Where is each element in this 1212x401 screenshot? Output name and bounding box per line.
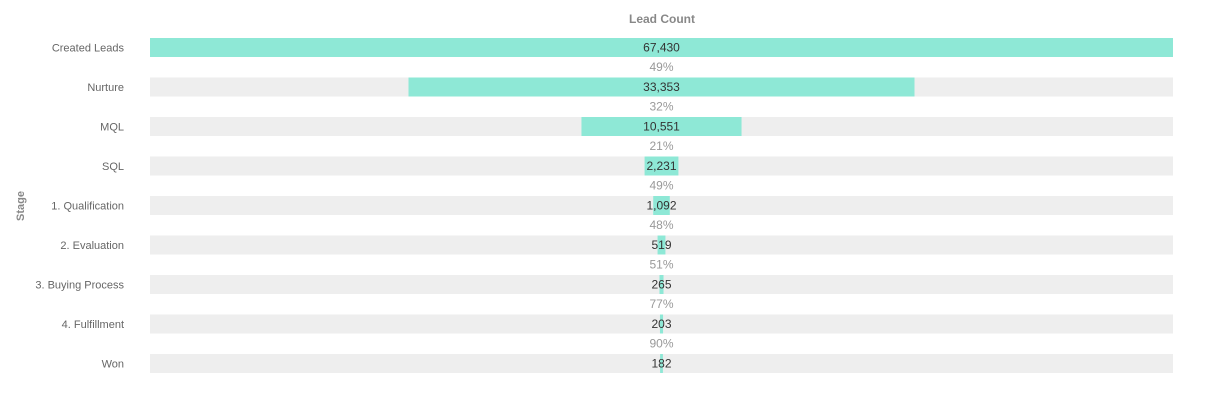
value-label-3: 2,231 [646,159,676,173]
bar-1[interactable] [408,77,915,97]
conversion-label-7: 90% [649,337,673,351]
conversion-label-2: 21% [649,139,673,153]
value-label-0: 67,430 [643,41,680,55]
conversion-label-6: 77% [649,297,673,311]
category-label-5: 2. Evaluation [60,240,124,252]
y-axis-label: Stage [15,191,27,221]
conversion-label-group: 49% 32% 21% 49% 48% 51% 77% 90% [649,60,673,351]
chart-title: Lead Count [629,12,695,26]
bar-0[interactable] [150,38,1173,57]
conversion-label-3: 49% [649,179,673,193]
conversion-label-0: 49% [649,60,673,74]
bar-2[interactable] [581,117,742,136]
value-label-8: 182 [651,357,671,371]
value-label-1: 33,353 [643,80,680,94]
bar-8[interactable] [660,354,663,373]
category-label-2: MQL [100,122,124,134]
bar-group [150,38,1173,373]
value-label-group: 67,430 33,353 10,551 2,231 1,092 519 265 203 182 [643,41,680,371]
category-label-group: Created Leads Nurture MQL SQL 1. Qualificati… [35,43,124,371]
category-label-1: Nurture [87,82,124,94]
value-label-5: 519 [651,238,671,252]
bar-4[interactable] [653,196,670,215]
category-label-7: 4. Fulfillment [62,319,124,331]
category-label-0: Created Leads [52,43,125,55]
value-label-7: 203 [651,317,671,331]
bar-5[interactable] [657,235,666,255]
category-label-4: 1. Qualification [51,201,124,213]
value-label-6: 265 [651,278,671,292]
category-label-6: 3. Buying Process [35,280,124,292]
conversion-label-5: 51% [649,258,673,272]
bar-6[interactable] [659,275,664,294]
conversion-label-1: 32% [649,100,673,114]
bar-7[interactable] [659,314,664,334]
value-label-4: 1,092 [646,199,676,213]
value-label-2: 10,551 [643,120,680,134]
bar-3[interactable] [644,156,679,176]
conversion-label-4: 48% [649,218,673,232]
category-label-8: Won [102,359,124,371]
category-label-3: SQL [102,161,124,173]
